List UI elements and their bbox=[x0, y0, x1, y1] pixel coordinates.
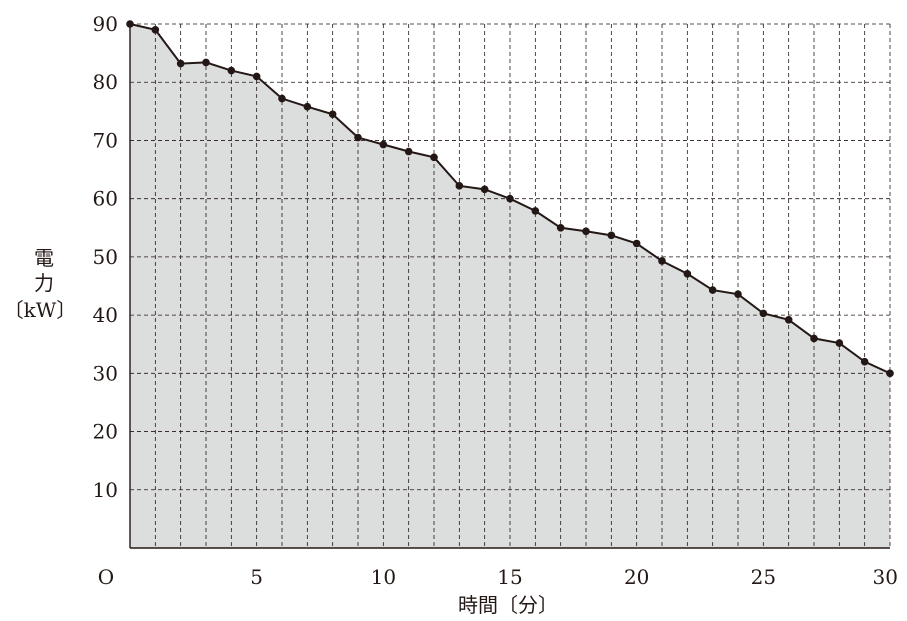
x-tick-label: 25 bbox=[751, 565, 776, 589]
data-point bbox=[860, 357, 869, 366]
data-point bbox=[759, 309, 768, 318]
y-tick-label: 10 bbox=[93, 478, 118, 502]
data-point bbox=[354, 133, 362, 142]
x-tick-label: 30 bbox=[873, 565, 898, 589]
data-point bbox=[328, 110, 337, 119]
data-point bbox=[227, 66, 236, 75]
data-point bbox=[126, 20, 134, 28]
y-tick-label: 60 bbox=[93, 187, 118, 211]
data-point bbox=[632, 239, 641, 248]
x-tick-label: 15 bbox=[497, 565, 522, 589]
data-point bbox=[708, 286, 717, 294]
origin-label: O bbox=[98, 565, 114, 589]
data-point bbox=[531, 207, 540, 215]
y-axis-label-line-2: 力 bbox=[34, 271, 54, 295]
data-point bbox=[582, 227, 590, 236]
y-tick-label: 70 bbox=[93, 128, 118, 152]
x-tick-label: 20 bbox=[624, 565, 649, 589]
data-point bbox=[835, 339, 844, 347]
data-point bbox=[379, 140, 388, 149]
data-point bbox=[810, 334, 818, 343]
x-tick-label: 5 bbox=[250, 565, 263, 589]
data-point bbox=[176, 59, 185, 68]
data-point bbox=[303, 102, 312, 111]
y-axis-label-line-3: 〔kW〕 bbox=[4, 298, 77, 322]
y-tick-label: 50 bbox=[93, 245, 118, 269]
y-tick-label: 80 bbox=[93, 70, 118, 94]
y-axis-label-line-1: 電 bbox=[34, 246, 54, 270]
y-tick-label: 90 bbox=[93, 12, 118, 36]
data-point bbox=[252, 72, 261, 81]
data-point bbox=[784, 315, 793, 324]
data-point bbox=[683, 269, 692, 278]
data-point bbox=[202, 58, 210, 67]
data-point bbox=[455, 182, 464, 190]
y-tick-label: 30 bbox=[93, 361, 118, 385]
data-point bbox=[658, 257, 666, 265]
x-tick-label: 10 bbox=[371, 565, 396, 589]
data-point bbox=[506, 194, 514, 203]
data-point bbox=[734, 290, 742, 298]
data-point bbox=[430, 153, 438, 162]
data-point bbox=[151, 26, 160, 34]
data-point bbox=[607, 231, 616, 240]
y-tick-label: 40 bbox=[93, 303, 118, 327]
x-axis-label: 時間〔分〕 bbox=[458, 593, 558, 617]
data-point bbox=[556, 223, 565, 232]
y-tick-label: 20 bbox=[93, 420, 118, 444]
data-point bbox=[480, 185, 489, 194]
data-point bbox=[278, 94, 286, 103]
data-point bbox=[404, 147, 413, 156]
data-point bbox=[886, 369, 894, 378]
